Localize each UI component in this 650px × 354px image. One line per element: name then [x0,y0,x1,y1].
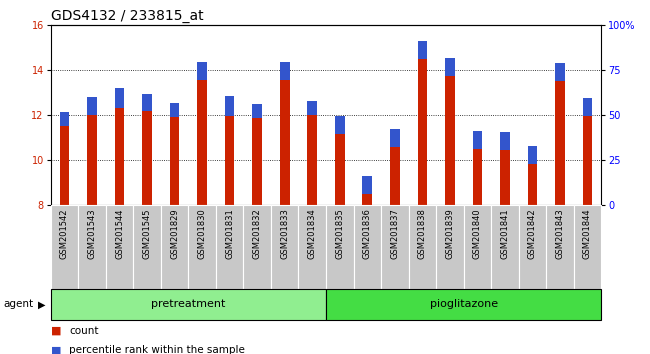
Bar [335,134,344,205]
Bar [252,104,262,119]
Bar [445,75,454,205]
Text: GSM201836: GSM201836 [363,208,372,259]
Bar [225,96,235,116]
Text: percentile rank within the sample: percentile rank within the sample [69,346,245,354]
Bar [198,62,207,80]
Text: GSM201545: GSM201545 [142,208,151,259]
Text: GSM201837: GSM201837 [390,208,399,259]
Bar [390,129,400,147]
Text: GSM201838: GSM201838 [418,208,427,259]
Bar [87,115,97,205]
Bar [500,132,510,150]
Text: GSM201542: GSM201542 [60,208,69,259]
Bar [142,94,152,110]
Bar [500,150,510,205]
Bar [307,101,317,115]
Bar [417,41,427,59]
Bar [60,126,70,205]
Bar [582,116,592,205]
Bar [363,176,372,194]
Bar [528,145,538,164]
Bar [555,81,565,205]
Bar [473,131,482,149]
Bar [445,57,454,75]
Bar [335,116,344,134]
Text: GSM201844: GSM201844 [583,208,592,259]
Text: GSM201834: GSM201834 [307,208,317,259]
Text: GSM201842: GSM201842 [528,208,537,259]
Bar [87,97,97,115]
Text: GSM201839: GSM201839 [445,208,454,259]
Text: GSM201835: GSM201835 [335,208,345,259]
Text: GSM201841: GSM201841 [500,208,510,259]
Text: ■: ■ [51,326,61,336]
Text: ■: ■ [51,346,61,354]
Bar [390,147,400,205]
Text: pioglitazone: pioglitazone [430,299,498,309]
Text: ▶: ▶ [38,299,46,309]
Text: GDS4132 / 233815_at: GDS4132 / 233815_at [51,9,203,23]
Bar [555,63,565,81]
Bar [252,119,262,205]
Text: GSM201843: GSM201843 [556,208,564,259]
Text: GSM201544: GSM201544 [115,208,124,259]
Text: GSM201830: GSM201830 [198,208,207,259]
Bar [170,117,179,205]
Bar [528,164,538,205]
Text: GSM201840: GSM201840 [473,208,482,259]
Bar [198,80,207,205]
Text: GSM201832: GSM201832 [253,208,262,259]
Text: agent: agent [3,299,33,309]
Text: GSM201829: GSM201829 [170,208,179,259]
Bar [170,103,179,117]
Bar [307,115,317,205]
Bar [114,108,124,205]
Bar [582,98,592,116]
Text: pretreatment: pretreatment [151,299,226,309]
Bar [142,110,152,205]
Text: GSM201831: GSM201831 [225,208,234,259]
Bar [225,116,235,205]
Text: GSM201543: GSM201543 [88,208,96,259]
Bar [60,112,70,126]
Text: GSM201833: GSM201833 [280,208,289,259]
Bar [417,59,427,205]
Bar [280,62,289,80]
Text: count: count [69,326,98,336]
Bar [114,88,124,108]
Bar [363,194,372,205]
Bar [280,80,289,205]
Bar [473,149,482,205]
